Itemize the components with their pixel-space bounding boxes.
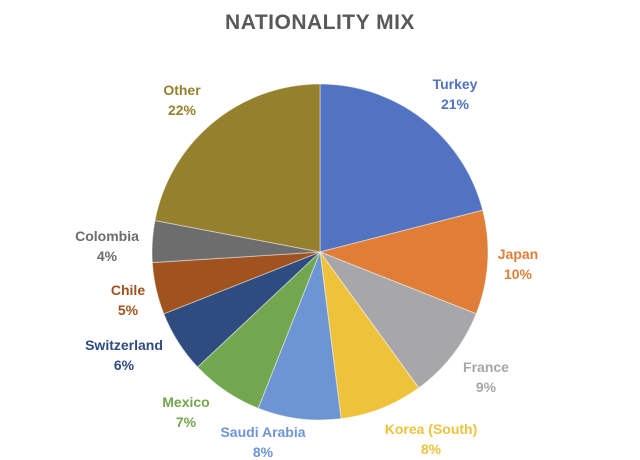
slice-label-chile: Chile 5% [111,282,145,318]
pie-slice-japan [318,209,489,315]
slice-label-name-korea-south: Korea (South) [385,421,478,437]
pie-slice-saudi-arabia [257,251,342,421]
slice-label-name-mexico: Mexico [162,394,209,410]
slice-label-value-mexico: 7% [176,414,197,430]
slice-label-name-saudi-arabia: Saudi Arabia [220,424,305,440]
slice-label-other: Other 22% [163,82,201,118]
slice-label-france: France 9% [463,359,509,395]
slice-label-colombia: Colombia 4% [75,228,139,264]
pie-slice-mexico [196,251,321,409]
slice-label-switzerland: Switzerland 6% [85,337,163,373]
slice-label-value-colombia: 4% [97,248,118,264]
pie-slice-turkey [319,83,484,253]
pie-slice-chile [151,251,321,315]
slice-label-name-colombia: Colombia [75,228,139,244]
slice-label-name-switzerland: Switzerland [85,337,163,353]
slice-label-value-turkey: 21% [441,96,470,112]
pie-slice-other [154,83,321,253]
slice-label-value-chile: 5% [118,302,139,318]
slice-label-name-japan: Japan [498,246,538,262]
slice-label-value-saudi-arabia: 8% [253,444,274,460]
slice-label-turkey: Turkey 21% [433,76,478,112]
slice-label-value-korea-south: 8% [421,441,442,457]
pie-slice-france [318,250,477,389]
slice-label-name-chile: Chile [111,282,145,298]
slice-label-value-japan: 10% [504,266,533,282]
slice-label-japan: Japan 10% [498,246,538,282]
pie-slice-colombia [151,219,321,264]
slice-label-value-switzerland: 6% [114,357,135,373]
slice-label-saudi-arabia: Saudi Arabia 8% [220,424,305,460]
pie-slice-switzerland [163,251,321,368]
pie-slice-korea-south [319,251,420,420]
slice-label-name-turkey: Turkey [433,76,478,92]
slice-label-value-other: 22% [168,102,197,118]
slice-label-value-france: 9% [476,379,497,395]
slice-label-name-other: Other [163,82,201,98]
chart-title: NATIONALITY MIX [225,11,415,34]
slice-label-mexico: Mexico 7% [162,394,209,430]
slice-label-name-france: France [463,359,509,375]
slice-label-korea-south: Korea (South) 8% [385,421,478,457]
